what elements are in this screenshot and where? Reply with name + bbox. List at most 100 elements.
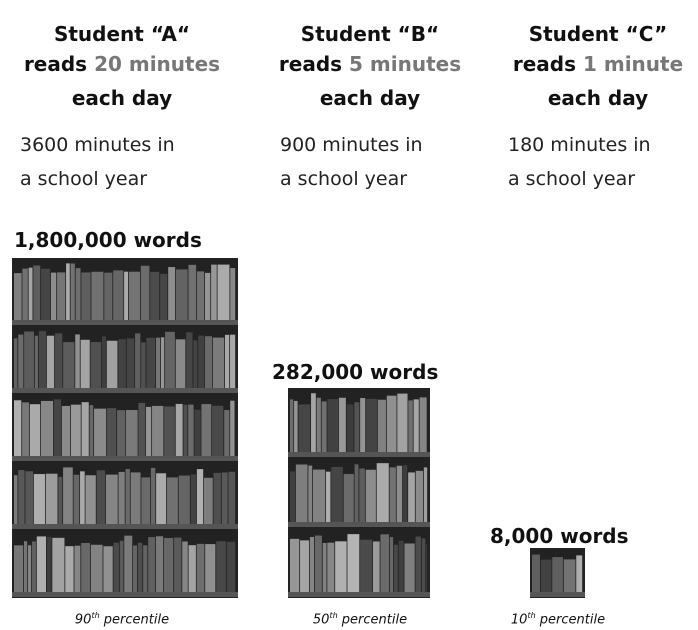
percentile-num: 90 xyxy=(75,612,92,627)
word-count: 1,800,000 words xyxy=(14,228,202,252)
book xyxy=(355,464,359,522)
book xyxy=(124,536,132,592)
shelf-board xyxy=(530,592,585,597)
book xyxy=(54,399,61,456)
percentile-word: percentile xyxy=(540,612,605,627)
book xyxy=(311,393,316,452)
student-name: Student “A“ xyxy=(0,22,252,46)
year-line: 3600 minutes in xyxy=(20,134,175,156)
book xyxy=(148,537,155,592)
book xyxy=(347,534,359,592)
shelf-board xyxy=(12,592,238,597)
book xyxy=(18,335,23,388)
shelf-board xyxy=(12,320,238,325)
book xyxy=(344,474,354,522)
book xyxy=(156,473,166,524)
book xyxy=(416,537,422,592)
book xyxy=(32,541,36,592)
book xyxy=(414,399,419,452)
book xyxy=(373,541,380,592)
percentile: 10th percentile xyxy=(458,611,658,627)
book xyxy=(327,543,334,592)
book xyxy=(127,338,135,388)
book xyxy=(176,269,188,320)
book xyxy=(138,403,145,456)
book xyxy=(541,560,552,592)
book xyxy=(135,333,140,388)
book xyxy=(131,472,141,524)
book xyxy=(152,406,163,456)
book xyxy=(205,544,215,592)
book xyxy=(576,555,582,592)
year-line: a school year xyxy=(508,168,635,190)
book xyxy=(63,467,73,524)
minutes: 1 minute xyxy=(583,52,683,76)
book xyxy=(62,406,70,456)
shelf-board xyxy=(12,456,238,461)
percentile: 50th percentile xyxy=(260,611,460,627)
book xyxy=(387,396,397,452)
book xyxy=(117,410,125,456)
book xyxy=(212,406,223,456)
book xyxy=(74,546,80,592)
book xyxy=(51,273,56,320)
book xyxy=(290,539,299,592)
book xyxy=(335,541,346,592)
year-line: a school year xyxy=(20,168,147,190)
book xyxy=(81,543,90,592)
book xyxy=(57,272,65,320)
book xyxy=(66,263,70,320)
book xyxy=(14,545,23,592)
book xyxy=(47,537,52,592)
book xyxy=(188,265,196,320)
book xyxy=(224,410,229,456)
word-count: 282,000 words xyxy=(272,360,438,384)
book xyxy=(74,475,80,524)
reads-line: reads 20 minutes xyxy=(0,52,252,76)
book xyxy=(63,342,74,388)
book xyxy=(213,338,224,388)
book xyxy=(65,546,73,592)
book xyxy=(85,475,95,524)
book xyxy=(230,335,235,388)
book xyxy=(366,470,376,522)
book xyxy=(33,265,40,320)
book xyxy=(323,543,327,592)
book xyxy=(183,405,187,456)
book xyxy=(194,410,200,456)
book xyxy=(143,545,147,592)
book xyxy=(310,537,314,592)
book xyxy=(124,272,128,320)
book xyxy=(399,541,404,592)
book xyxy=(176,404,183,456)
book xyxy=(82,402,89,456)
shelf-board xyxy=(12,388,238,393)
book xyxy=(164,406,175,456)
book xyxy=(404,543,414,592)
book xyxy=(129,272,140,320)
book xyxy=(28,545,31,592)
book xyxy=(14,338,17,388)
book xyxy=(90,405,94,456)
book xyxy=(188,405,193,456)
book xyxy=(408,472,415,522)
book xyxy=(205,336,212,388)
student-name: Student “C” xyxy=(468,22,698,46)
book xyxy=(24,331,34,388)
book xyxy=(14,475,17,524)
book xyxy=(317,398,321,452)
book xyxy=(24,541,27,592)
book xyxy=(103,546,112,592)
shelf-board xyxy=(12,524,238,529)
percentile-sup: th xyxy=(527,611,535,620)
book xyxy=(97,470,105,524)
book xyxy=(339,398,346,452)
book xyxy=(227,542,235,592)
book xyxy=(197,544,205,592)
book xyxy=(360,540,372,592)
book xyxy=(179,476,190,524)
percentile-word: percentile xyxy=(104,612,169,627)
book xyxy=(193,340,197,388)
shelf-board xyxy=(288,522,430,527)
book xyxy=(120,541,124,592)
